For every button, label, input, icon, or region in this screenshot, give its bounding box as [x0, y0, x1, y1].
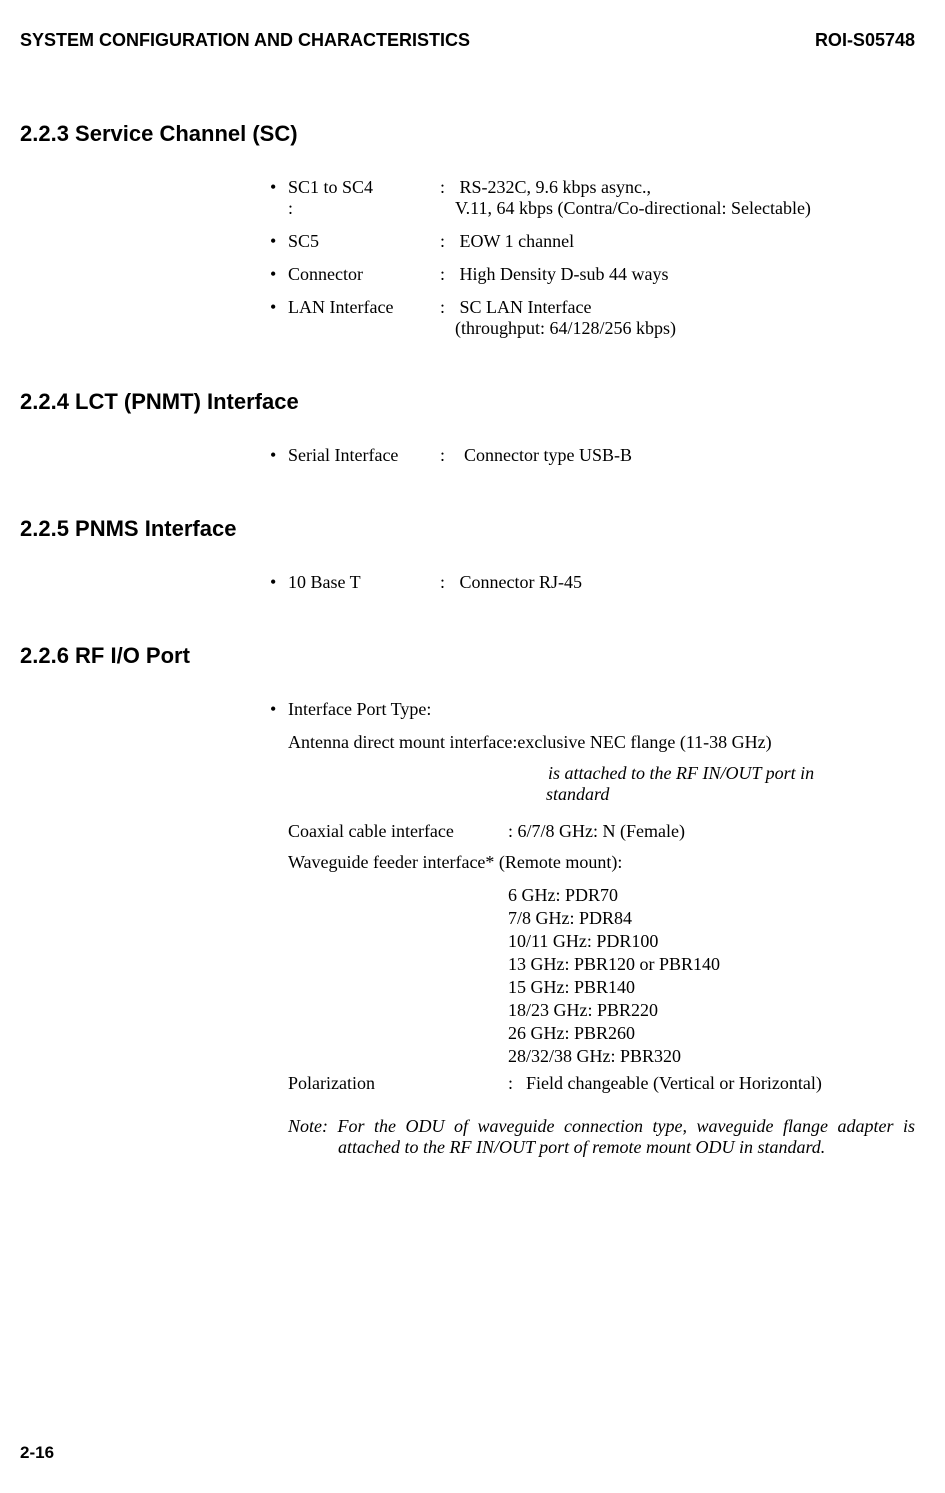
waveguide-item: 28/32/38 GHz: PBR320: [508, 1046, 915, 1067]
waveguide-item: 6 GHz: PDR70: [508, 885, 915, 906]
list-item: • SC5 : EOW 1 channel: [270, 231, 915, 252]
item-value: SC LAN Interface: [455, 297, 915, 318]
coax-row: Coaxial cable interface : 6/7/8 GHz: N (…: [288, 821, 915, 842]
section-224-heading: 2.2.4 LCT (PNMT) Interface: [20, 389, 915, 415]
colon: :: [440, 445, 455, 466]
label-spacer: [288, 318, 440, 339]
waveguide-item: 15 GHz: PBR140: [508, 977, 915, 998]
page-header: SYSTEM CONFIGURATION AND CHARACTERISTICS…: [20, 30, 915, 51]
colon-spacer: [440, 198, 455, 219]
polar-label: Polarization: [288, 1073, 508, 1094]
waveguide-item: 13 GHz: PBR120 or PBR140: [508, 954, 915, 975]
section-223-content: • SC1 to SC4 : RS-232C, 9.6 kbps async.,…: [270, 177, 915, 339]
bullet-icon: •: [270, 231, 288, 252]
waveguide-item: 26 GHz: PBR260: [508, 1023, 915, 1044]
waveguide-label: Waveguide feeder interface* (Remote moun…: [288, 852, 915, 873]
item-value-line2: V.11, 64 kbps (Contra/Co-directional: Se…: [455, 198, 915, 219]
list-item: • 10 Base T : Connector RJ-45: [270, 572, 915, 593]
colon: :: [440, 572, 455, 593]
polarization-row: Polarization : Field changeable (Vertica…: [288, 1073, 915, 1094]
item-label: Connector: [288, 264, 440, 285]
item-value: Connector type USB-B: [455, 445, 915, 466]
list-item: • Interface Port Type:: [270, 699, 915, 720]
section-224-content: • Serial Interface : Connector type USB-…: [270, 445, 915, 466]
item-value: EOW 1 channel: [455, 231, 915, 252]
waveguide-item: 7/8 GHz: PDR84: [508, 908, 915, 929]
colon: :: [440, 177, 455, 198]
bullet-icon: •: [270, 699, 288, 720]
waveguide-item: 18/23 GHz: PBR220: [508, 1000, 915, 1021]
colon: :: [440, 297, 455, 318]
antenna-line: Antenna direct mount interface:exclusive…: [288, 732, 915, 753]
list-item: • Serial Interface : Connector type USB-…: [270, 445, 915, 466]
list-item: • Connector : High Density D-sub 44 ways: [270, 264, 915, 285]
colon: :: [508, 1073, 526, 1094]
section-226-heading: 2.2.6 RF I/O Port: [20, 643, 915, 669]
list-item: • LAN Interface : SC LAN Interface (thro…: [270, 297, 915, 339]
item-label: SC5: [288, 231, 440, 252]
waveguide-item: 10/11 GHz: PDR100: [508, 931, 915, 952]
item-value: High Density D-sub 44 ways: [455, 264, 915, 285]
item-value: Connector RJ-45: [455, 572, 915, 593]
item-value-line2: (throughput: 64/128/256 kbps): [455, 318, 915, 339]
polar-value: Field changeable (Vertical or Horizontal…: [526, 1073, 822, 1094]
item-sublabel: :: [288, 198, 440, 219]
antenna-italic2: standard: [546, 784, 915, 805]
antenna-italic1: is attached to the RF IN/OUT port in: [548, 763, 915, 784]
section-223-heading: 2.2.3 Service Channel (SC): [20, 121, 915, 147]
item-label: 10 Base T: [288, 572, 440, 593]
bullet-icon: •: [270, 177, 288, 198]
colon: :: [440, 231, 455, 252]
note: Note: For the ODU of waveguide connectio…: [288, 1116, 915, 1158]
item-label: Serial Interface: [288, 445, 440, 466]
bullet-icon: •: [270, 445, 288, 466]
section-226-content: • Interface Port Type: Antenna direct mo…: [270, 699, 915, 1158]
bullet-icon: •: [270, 297, 288, 318]
item-value: RS-232C, 9.6 kbps async.,: [455, 177, 915, 198]
colon: :: [440, 264, 455, 285]
item-label: SC1 to SC4: [288, 177, 440, 198]
header-title: SYSTEM CONFIGURATION AND CHARACTERISTICS: [20, 30, 470, 51]
item-label: LAN Interface: [288, 297, 440, 318]
page-number: 2-16: [20, 1443, 54, 1463]
section-225-content: • 10 Base T : Connector RJ-45: [270, 572, 915, 593]
intro-label: Interface Port Type:: [288, 699, 431, 720]
coax-value: : 6/7/8 GHz: N (Female): [508, 821, 685, 842]
bullet-icon: •: [270, 264, 288, 285]
waveguide-list: 6 GHz: PDR707/8 GHz: PDR8410/11 GHz: PDR…: [508, 885, 915, 1067]
coax-label: Coaxial cable interface: [288, 821, 508, 842]
bullet-icon: •: [270, 572, 288, 593]
header-docref: ROI-S05748: [815, 30, 915, 51]
list-item: • SC1 to SC4 : RS-232C, 9.6 kbps async.,…: [270, 177, 915, 219]
section-225-heading: 2.2.5 PNMS Interface: [20, 516, 915, 542]
